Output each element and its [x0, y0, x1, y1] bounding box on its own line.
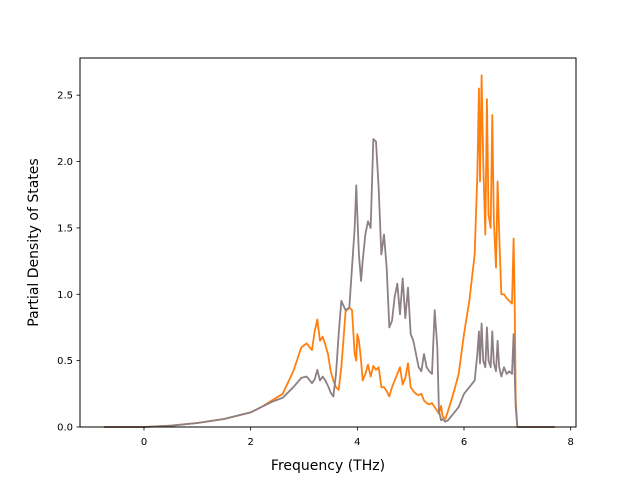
x-axis-ticks: 0 2 4 6 8	[141, 427, 574, 448]
y-tick-label: 1.0	[57, 290, 73, 301]
y-axis-ticks: 0.0 0.5 1.0 1.5 2.0 2.5	[57, 91, 80, 434]
y-tick-label: 1.5	[57, 223, 73, 234]
y-tick-label: 0.0	[57, 423, 73, 434]
x-tick-label: 2	[247, 437, 253, 448]
series-layer	[104, 74, 555, 428]
series-line-2	[104, 138, 555, 428]
x-tick-label: 4	[354, 437, 360, 448]
x-axis-label: Frequency (THz)	[271, 458, 385, 474]
y-axis-label: Partial Density of States	[26, 158, 42, 326]
y-tick-label: 0.5	[57, 356, 73, 367]
x-tick-label: 8	[567, 437, 573, 448]
y-tick-label: 2.0	[57, 157, 73, 168]
x-tick-label: 0	[141, 437, 147, 448]
plot-frame	[79, 57, 577, 428]
series-line-1	[104, 74, 555, 428]
y-tick-label: 2.5	[57, 91, 73, 102]
x-tick-label: 6	[461, 437, 467, 448]
